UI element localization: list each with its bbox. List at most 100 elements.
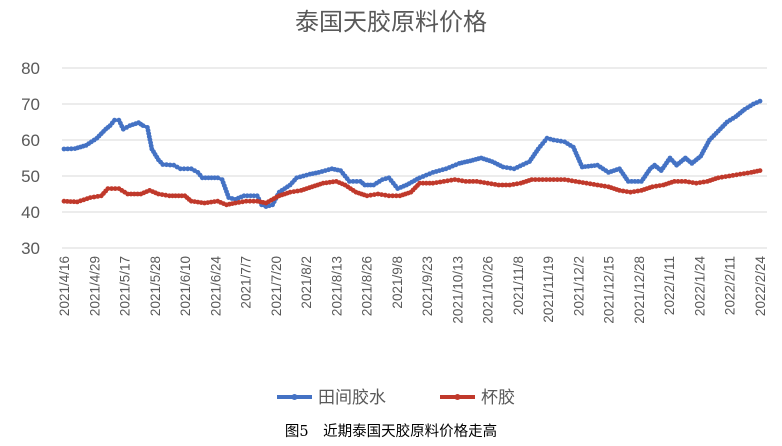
series-point-0 xyxy=(629,179,634,184)
x-tick-label: 2021/7/20 xyxy=(269,256,284,316)
series-point-1 xyxy=(291,189,297,195)
series-point-1 xyxy=(569,178,575,184)
series-point-1 xyxy=(558,177,564,183)
series-point-0 xyxy=(181,166,187,172)
x-tick-label: 2021/10/13 xyxy=(450,256,465,324)
gridlines xyxy=(62,67,767,249)
series-point-1 xyxy=(159,192,165,198)
series-point-1 xyxy=(745,170,750,176)
series-point-1 xyxy=(584,180,589,186)
series-point-1 xyxy=(485,180,491,186)
series-point-1 xyxy=(459,178,465,184)
series-point-1 xyxy=(87,195,93,201)
x-tick-label: 2021/6/10 xyxy=(178,256,193,316)
series-point-1 xyxy=(565,177,571,183)
series-point-1 xyxy=(573,179,578,184)
series-point-1 xyxy=(620,188,626,194)
y-tick-label: 70 xyxy=(21,95,40,114)
series-point-0 xyxy=(164,162,169,168)
x-tick-label: 2021/5/28 xyxy=(148,256,163,316)
series-point-1 xyxy=(232,200,238,206)
series-point-0 xyxy=(625,179,631,184)
series-point-1 xyxy=(287,189,293,195)
series-point-1 xyxy=(91,194,97,200)
series-point-1 xyxy=(536,177,542,183)
series-point-1 xyxy=(635,188,641,194)
series-point-0 xyxy=(241,193,247,199)
series-point-1 xyxy=(511,182,516,187)
series-point-1 xyxy=(375,191,381,197)
series-point-0 xyxy=(178,166,183,172)
series-point-1 xyxy=(734,172,739,178)
series-point-1 xyxy=(514,181,520,187)
series-point-1 xyxy=(554,177,560,183)
series-point-1 xyxy=(112,186,118,192)
series-point-1 xyxy=(543,177,549,183)
x-tick-label: 2021/12/28 xyxy=(632,256,647,324)
legend: 田间胶水 杯胶 xyxy=(277,388,515,408)
series-point-1 xyxy=(741,171,747,177)
series-point-0 xyxy=(160,162,166,167)
series-point-1 xyxy=(628,189,633,195)
series-point-1 xyxy=(236,200,242,205)
x-tick-label: 2021/8/13 xyxy=(329,256,344,316)
series-point-1 xyxy=(551,177,556,183)
series-point-0 xyxy=(185,166,191,172)
y-tick-label: 40 xyxy=(21,203,40,222)
series-point-1 xyxy=(390,193,395,199)
series-point-0 xyxy=(61,146,67,152)
series-point-1 xyxy=(470,179,476,184)
series-point-1 xyxy=(657,183,663,189)
series-point-1 xyxy=(109,186,114,192)
series-point-1 xyxy=(496,182,502,188)
series-point-1 xyxy=(474,179,480,184)
series-point-1 xyxy=(393,193,399,199)
series-point-1 xyxy=(364,193,370,199)
series-point-1 xyxy=(757,168,763,174)
series-point-0 xyxy=(757,98,763,104)
series-point-1 xyxy=(580,180,586,186)
series-point-1 xyxy=(624,189,630,195)
series-point-0 xyxy=(551,137,556,143)
series-point-1 xyxy=(467,179,472,184)
series-point-0 xyxy=(347,179,352,184)
series-point-1 xyxy=(382,192,388,198)
x-tick-label: 2022/2/11 xyxy=(723,256,738,315)
series-point-1 xyxy=(726,173,732,179)
series-point-1 xyxy=(693,180,699,186)
series-point-1 xyxy=(105,186,111,192)
y-tick-label: 50 xyxy=(21,167,40,186)
series-point-0 xyxy=(248,193,254,199)
series-point-1 xyxy=(675,179,681,184)
series-point-1 xyxy=(503,182,509,188)
series-point-1 xyxy=(379,192,384,198)
x-tick-label: 2021/6/24 xyxy=(208,256,223,317)
series-point-1 xyxy=(690,180,696,186)
x-tick-label: 2021/4/16 xyxy=(57,256,72,316)
series-point-1 xyxy=(679,179,685,184)
series-point-0 xyxy=(140,123,146,128)
series-point-1 xyxy=(125,191,131,197)
series-point-1 xyxy=(251,198,256,204)
series-lines xyxy=(61,98,763,210)
series-point-0 xyxy=(244,193,250,199)
series-point-0 xyxy=(504,165,510,171)
series-point-1 xyxy=(452,177,458,183)
series-point-1 xyxy=(434,180,439,186)
series-point-1 xyxy=(547,177,553,183)
series-point-1 xyxy=(529,177,535,183)
series-point-0 xyxy=(635,179,641,184)
legend-label-cup-lump: 杯胶 xyxy=(481,388,515,408)
series-point-1 xyxy=(500,182,505,188)
series-point-0 xyxy=(251,193,257,199)
series-point-1 xyxy=(247,198,253,204)
x-tick-label: 2022/2/24 xyxy=(753,256,768,317)
series-point-1 xyxy=(417,180,423,186)
series-point-1 xyxy=(737,171,743,177)
series-point-0 xyxy=(500,164,506,170)
series-point-1 xyxy=(697,180,703,186)
x-tick-label: 2021/10/26 xyxy=(481,256,496,324)
series-point-1 xyxy=(463,179,469,184)
